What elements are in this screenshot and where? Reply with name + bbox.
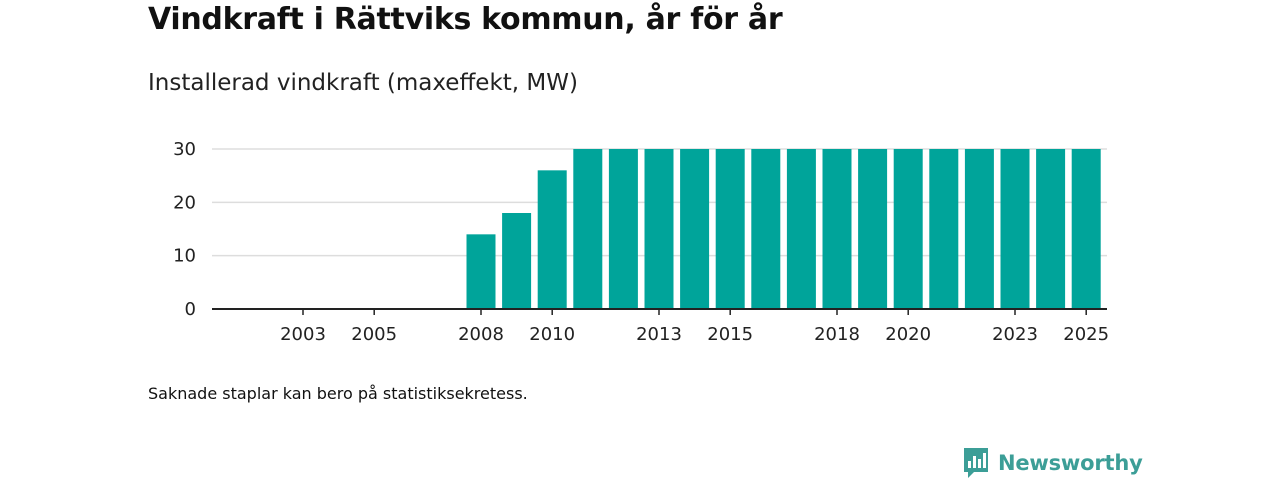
bar-2022[interactable] (964, 149, 994, 309)
bar-2014[interactable] (680, 149, 710, 309)
x-tick-label: 2010 (529, 324, 575, 345)
x-tick-label: 2025 (1063, 324, 1109, 345)
newsworthy-logo-icon (964, 448, 988, 478)
bar-2025[interactable] (1071, 149, 1101, 309)
bar-2020[interactable] (893, 149, 923, 309)
bars (466, 149, 1101, 309)
axes: 0 10 20 30 2003 2005 2008 2010 2013 2015 2018 2020 2… (173, 139, 1109, 345)
chart-subtitle: Installerad vindkraft (maxeffekt, MW) (148, 70, 578, 96)
x-tick-label: 2013 (636, 324, 682, 345)
chart-title: Vindkraft i Rättviks kommun, år för år (148, 2, 783, 37)
y-tick-label: 0 (185, 299, 196, 320)
bar-2016[interactable] (751, 149, 781, 309)
bar-2011[interactable] (573, 149, 603, 309)
x-tick-label: 2015 (707, 324, 753, 345)
x-tick-label: 2003 (280, 324, 326, 345)
bar-2008[interactable] (466, 234, 496, 309)
x-tick-label: 2023 (992, 324, 1038, 345)
bar-2024[interactable] (1036, 149, 1066, 309)
bar-2013[interactable] (644, 149, 674, 309)
x-tick-label: 2008 (458, 324, 504, 345)
bar-2017[interactable] (786, 149, 816, 309)
bar-2015[interactable] (715, 149, 745, 309)
footnote: Saknade staplar kan bero på statistiksek… (148, 384, 528, 403)
y-tick-label: 30 (173, 139, 196, 160)
bar-2018[interactable] (822, 149, 852, 309)
y-tick-label: 10 (173, 246, 196, 267)
bar-2021[interactable] (929, 149, 959, 309)
bar-2012[interactable] (608, 149, 638, 309)
bar-2023[interactable] (1000, 149, 1030, 309)
x-tick-label: 2005 (351, 324, 397, 345)
bar-2009[interactable] (502, 213, 532, 309)
brand-name: Newsworthy (998, 451, 1143, 475)
bar-2010[interactable] (537, 170, 567, 309)
bar-2019[interactable] (858, 149, 888, 309)
x-tick-label: 2020 (885, 324, 931, 345)
x-tick-label: 2018 (814, 324, 860, 345)
y-tick-label: 20 (173, 192, 196, 213)
brand-logo[interactable]: Newsworthy (962, 446, 1143, 480)
